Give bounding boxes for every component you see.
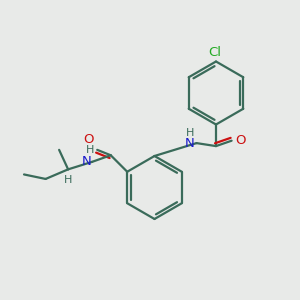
Text: O: O <box>235 134 246 147</box>
Text: H: H <box>64 175 72 185</box>
Text: Cl: Cl <box>208 46 221 59</box>
Text: N: N <box>184 136 194 150</box>
Text: N: N <box>82 155 92 168</box>
Text: O: O <box>83 133 94 146</box>
Text: H: H <box>85 145 94 155</box>
Text: H: H <box>186 128 194 138</box>
